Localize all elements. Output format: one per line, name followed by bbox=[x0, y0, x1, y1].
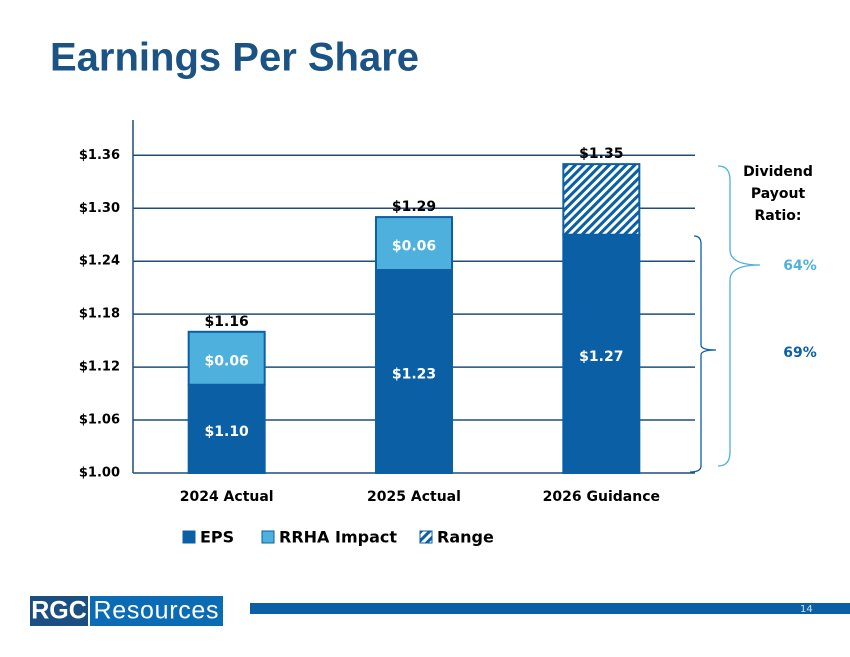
legend-label: RRHA Impact bbox=[279, 528, 397, 547]
bar-segment bbox=[187, 330, 266, 386]
slide-title: Earnings Per Share bbox=[50, 36, 419, 80]
legend-label: EPS bbox=[200, 528, 234, 547]
value-label: $1.23 bbox=[392, 367, 436, 383]
value-label: $1.27 bbox=[579, 349, 623, 365]
legend-swatch bbox=[419, 530, 433, 544]
payout-ratio: 69% bbox=[783, 345, 817, 361]
x-tick-label: 2026 Guidance bbox=[543, 489, 660, 505]
logo-left: RGC bbox=[31, 597, 87, 625]
y-tick-label: $1.36 bbox=[79, 148, 120, 163]
bar-segment bbox=[562, 163, 641, 236]
total-label: $1.29 bbox=[392, 199, 436, 215]
page-number: 14 bbox=[800, 604, 813, 615]
bar-segment bbox=[187, 383, 266, 474]
value-label: $1.10 bbox=[205, 424, 250, 440]
value-label: $0.06 bbox=[392, 239, 436, 255]
annotation-title: Ratio: bbox=[755, 208, 802, 224]
legend-label: Range bbox=[437, 528, 494, 547]
logo-box-right bbox=[90, 596, 223, 626]
annotation-title: Payout bbox=[751, 186, 806, 202]
bar-segment bbox=[375, 216, 453, 272]
y-tick-label: $1.18 bbox=[79, 307, 120, 322]
y-tick-label: $1.30 bbox=[79, 201, 120, 216]
bar-segment bbox=[562, 233, 641, 474]
legend-swatch bbox=[182, 530, 196, 544]
y-tick-label: $1.24 bbox=[79, 254, 120, 269]
footer-bar bbox=[250, 603, 850, 614]
y-tick-label: $1.12 bbox=[79, 360, 120, 375]
bar-segment bbox=[375, 269, 453, 474]
x-tick-label: 2025 Actual bbox=[367, 489, 461, 505]
payout-bracket-light bbox=[717, 165, 761, 467]
total-label: $1.35 bbox=[579, 146, 623, 162]
x-tick-label: 2024 Actual bbox=[180, 489, 274, 505]
y-tick-label: $1.00 bbox=[79, 466, 120, 481]
legend-swatch bbox=[261, 530, 275, 544]
value-label: $0.06 bbox=[205, 353, 249, 369]
logo-right: Resources bbox=[94, 597, 219, 625]
payout-bracket-dark bbox=[689, 235, 717, 473]
y-tick-label: $1.06 bbox=[79, 413, 120, 428]
payout-ratio: 64% bbox=[783, 258, 817, 274]
logo-box-left bbox=[30, 596, 88, 626]
total-label: $1.16 bbox=[205, 314, 249, 330]
annotation-title: Dividend bbox=[743, 164, 813, 180]
